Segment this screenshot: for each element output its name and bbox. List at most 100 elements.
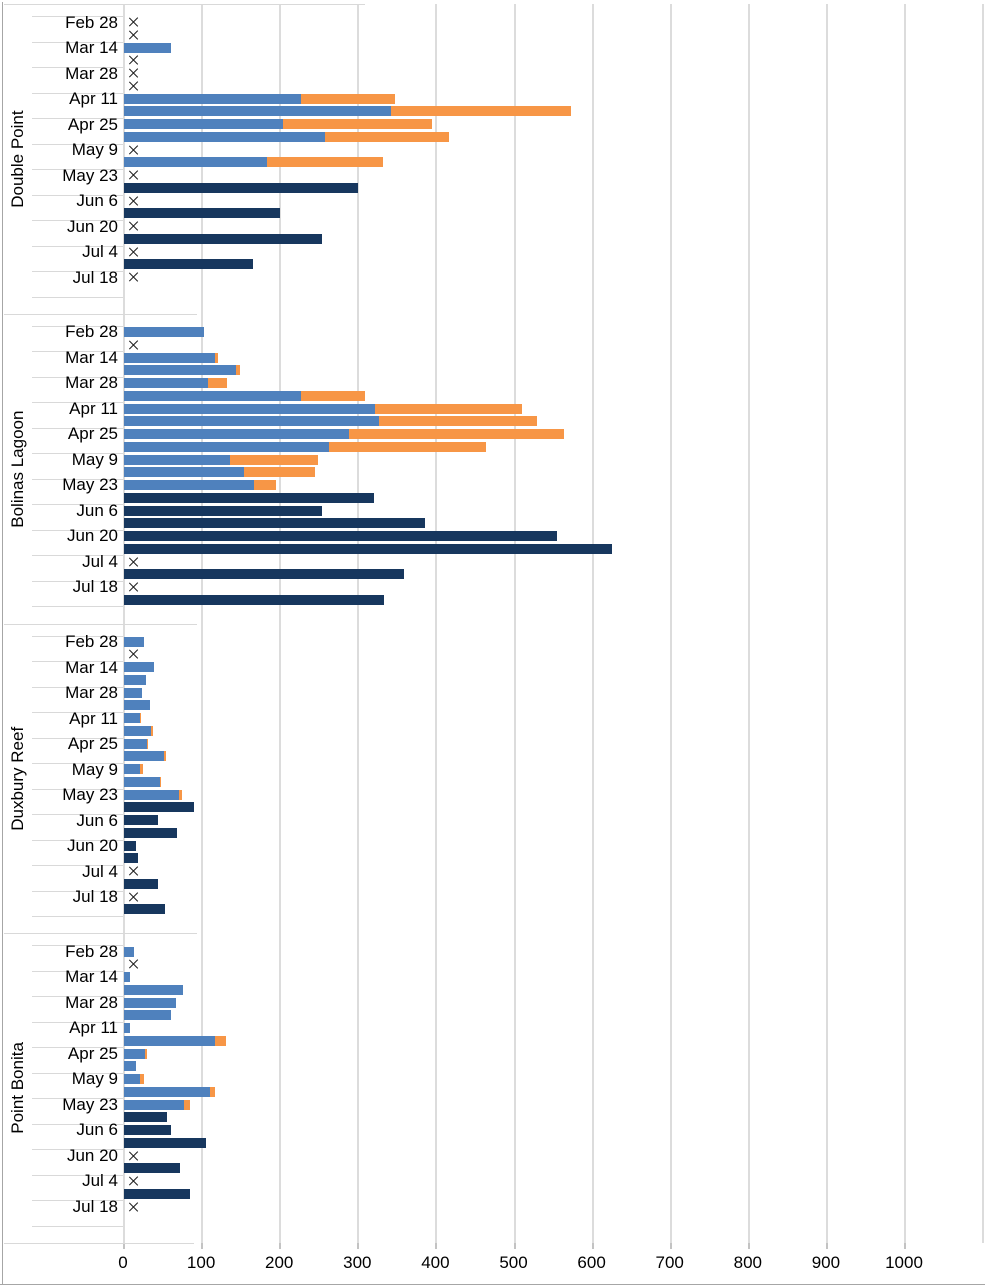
- bar-row: [124, 416, 538, 427]
- category-separator: [32, 325, 123, 327]
- bar-row: [124, 959, 139, 969]
- category-label: Feb 28: [65, 632, 118, 651]
- bar-segment-blue: [124, 1023, 131, 1034]
- category-label: Feb 28: [65, 322, 118, 342]
- bar-segment-orange: [214, 352, 218, 363]
- bar-row: [124, 441, 487, 452]
- bar-segment-navy: [124, 840, 136, 851]
- bar-row: [124, 340, 139, 350]
- category-separator: [32, 1123, 123, 1125]
- zero-x-marker: [129, 145, 139, 155]
- bar-row: [124, 68, 139, 78]
- panel-point-bonita: Point Bonita Feb 28 Mar 14 Mar 28 Apr 11 Apr …: [0, 933, 985, 1243]
- category-label: May 9: [71, 759, 118, 779]
- bar-segment-orange: [301, 390, 365, 401]
- bar-row: [124, 1099, 190, 1110]
- bar-row: [124, 1074, 144, 1085]
- axis-tick-label: 100: [186, 1253, 216, 1272]
- bar-segment-blue: [124, 378, 208, 389]
- bar-segment-blue: [124, 1010, 171, 1021]
- category-label: Mar 14: [65, 38, 118, 57]
- bar-row: [124, 1086, 215, 1097]
- bar-segment-blue: [124, 674, 146, 685]
- bar-segment-blue: [124, 441, 330, 452]
- bar-segment-blue: [124, 390, 302, 401]
- category-separator: [32, 143, 123, 145]
- bar-row: [124, 170, 139, 180]
- gridline: [435, 4, 438, 1243]
- axis-tick: [825, 1243, 828, 1249]
- bar-row: [124, 196, 139, 206]
- bar-row: [124, 649, 139, 659]
- zero-x-marker: [129, 1202, 139, 1212]
- bar-segment-blue: [124, 403, 375, 414]
- bar-row: [124, 365, 240, 376]
- bar-row: [124, 1163, 181, 1174]
- category-label: May 23: [62, 1094, 118, 1114]
- bar-segment-blue: [124, 1099, 185, 1110]
- bar-row: [124, 259, 253, 270]
- category-separator: [32, 865, 123, 866]
- panel-divider: [4, 623, 197, 625]
- bar-row: [124, 1023, 131, 1034]
- gridline: [747, 4, 750, 1243]
- bar-segment-orange: [209, 1086, 215, 1097]
- bar-segment-blue: [124, 467, 245, 478]
- bar-segment-orange: [374, 403, 522, 414]
- bar-row: [124, 674, 146, 685]
- bar-row: [124, 327, 205, 338]
- category-label: Jul 4: [82, 861, 118, 881]
- bar-row: [124, 1202, 139, 1212]
- bar-segment-navy: [124, 518, 425, 529]
- bar-segment-blue: [124, 131, 326, 142]
- category-separator: [32, 296, 123, 298]
- category-label: Jun 20: [66, 216, 118, 236]
- category-label: Apr 25: [67, 734, 118, 753]
- zero-x-marker: [129, 959, 139, 969]
- bar-row: [124, 145, 139, 155]
- category-separator: [32, 478, 123, 480]
- bar-segment-navy: [124, 233, 322, 244]
- bar-row: [124, 827, 178, 838]
- bar-row: [124, 713, 142, 724]
- axis-tick: [904, 1243, 906, 1249]
- zero-x-marker: [129, 30, 139, 40]
- bar-row: [124, 531, 558, 542]
- category-separator: [32, 970, 123, 972]
- bar-segment-navy: [124, 1112, 167, 1123]
- bar-segment-blue: [124, 1048, 146, 1059]
- bar-row: [124, 738, 149, 749]
- bar-row: [124, 557, 139, 567]
- bar-row: [124, 30, 139, 40]
- category-separator: [32, 427, 123, 429]
- category-label: Mar 14: [65, 967, 118, 987]
- axis-tick-label: 900: [811, 1253, 841, 1272]
- bar-row: [124, 997, 176, 1008]
- bar-segment-orange: [146, 738, 149, 749]
- bar-row: [124, 208, 281, 219]
- bar-segment-blue: [124, 480, 255, 491]
- bar-segment-navy: [124, 569, 404, 580]
- zero-x-marker: [129, 55, 139, 65]
- bar-row: [124, 751, 167, 762]
- panel-title: Double Point: [8, 110, 27, 208]
- axis-tick: [279, 1243, 282, 1249]
- gridline: [357, 4, 360, 1243]
- category-label: Jul 4: [82, 242, 118, 261]
- bar-row: [124, 946, 135, 957]
- category-label: Mar 28: [65, 992, 118, 1012]
- category-separator: [32, 1174, 123, 1176]
- bar-row: [124, 1176, 139, 1186]
- category-separator: [32, 16, 123, 17]
- category-separator: [32, 945, 123, 947]
- category-separator: [32, 529, 123, 531]
- bar-row: [124, 131, 449, 142]
- bar-segment-navy: [124, 815, 158, 826]
- bar-row: [124, 390, 365, 401]
- bar-segment-blue: [124, 789, 180, 800]
- bar-segment-orange: [244, 467, 316, 478]
- zero-x-marker: [129, 866, 139, 876]
- category-label: Jul 18: [72, 887, 118, 906]
- bar-row: [124, 1061, 136, 1072]
